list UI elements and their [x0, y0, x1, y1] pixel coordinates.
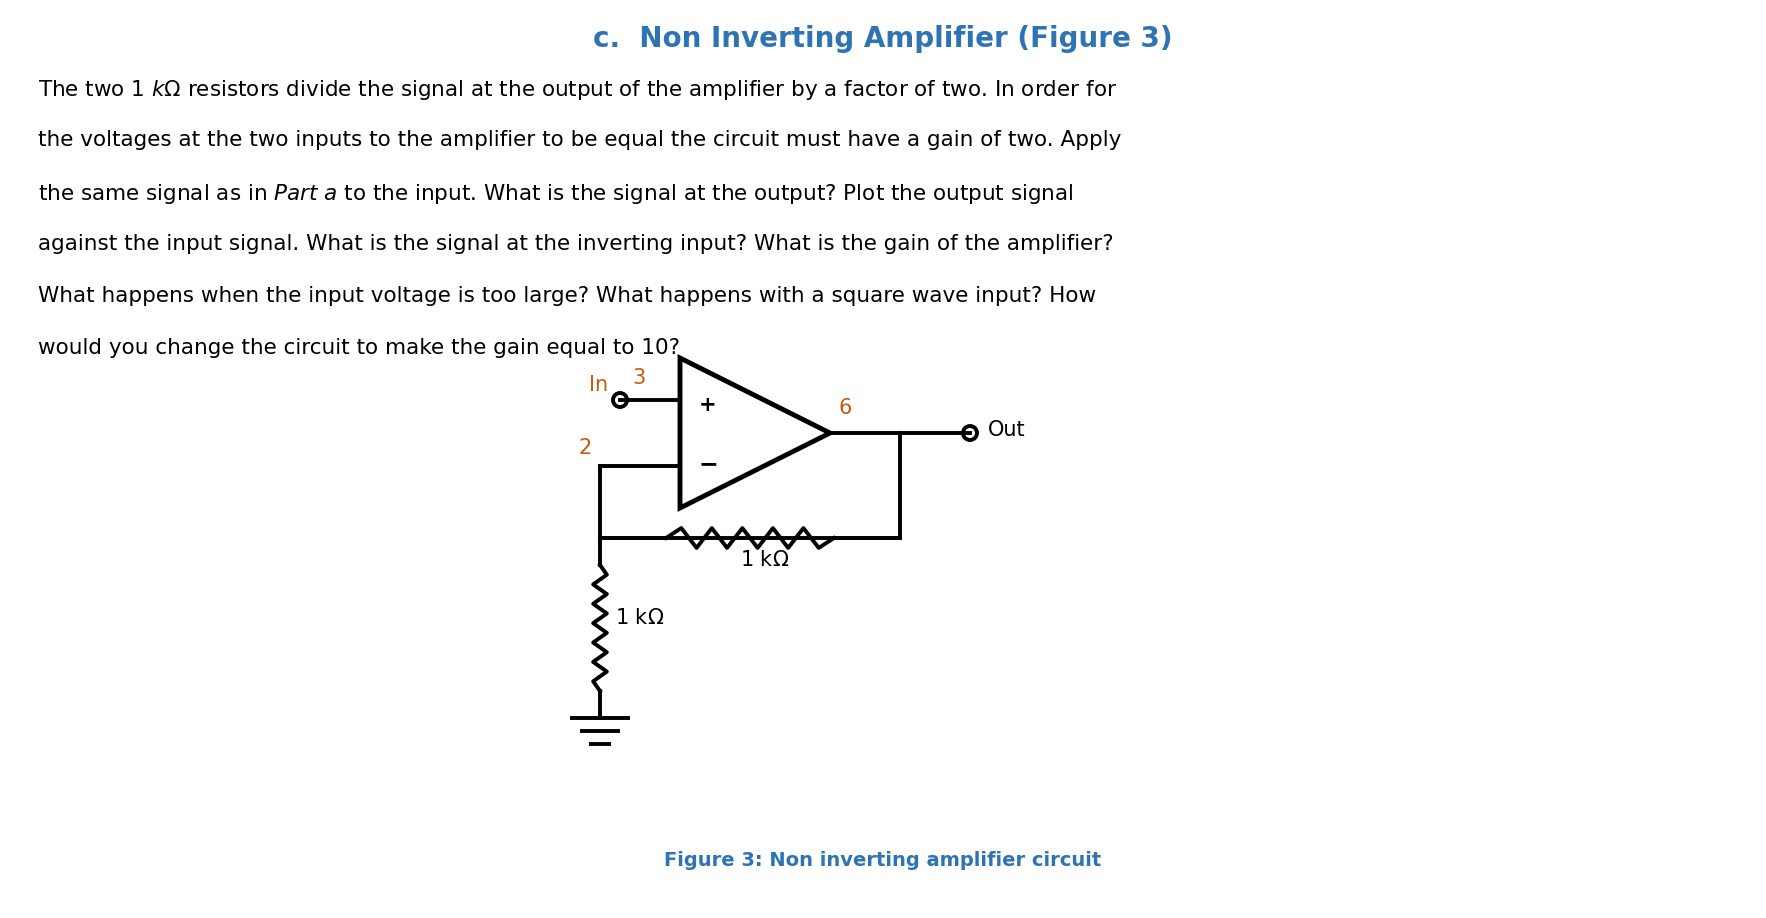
Text: Out: Out — [987, 420, 1026, 440]
Text: 1 k$\Omega$: 1 k$\Omega$ — [740, 550, 789, 570]
Text: 2: 2 — [579, 438, 592, 458]
Text: +: + — [699, 395, 717, 415]
Text: Figure 3: Non inverting amplifier circuit: Figure 3: Non inverting amplifier circui… — [664, 851, 1102, 870]
Text: The two 1 $k\Omega$ resistors divide the signal at the output of the amplifier b: The two 1 $k\Omega$ resistors divide the… — [39, 78, 1118, 102]
Text: 3: 3 — [632, 368, 645, 388]
Text: What happens when the input voltage is too large? What happens with a square wav: What happens when the input voltage is t… — [39, 286, 1097, 306]
Text: against the input signal. What is the signal at the inverting input? What is the: against the input signal. What is the si… — [39, 234, 1114, 254]
Text: 6: 6 — [839, 398, 851, 418]
Text: c.  Non Inverting Amplifier (Figure 3): c. Non Inverting Amplifier (Figure 3) — [593, 25, 1173, 53]
Text: −: − — [698, 452, 717, 476]
Text: would you change the circuit to make the gain equal to 10?: would you change the circuit to make the… — [39, 338, 680, 358]
Text: In: In — [588, 375, 608, 395]
Text: the voltages at the two inputs to the amplifier to be equal the circuit must hav: the voltages at the two inputs to the am… — [39, 130, 1121, 150]
Text: 1 k$\Omega$: 1 k$\Omega$ — [615, 608, 664, 628]
Text: the same signal as in $\mathit{Part}$ $\mathit{a}$ to the input. What is the sig: the same signal as in $\mathit{Part}$ $\… — [39, 182, 1074, 206]
